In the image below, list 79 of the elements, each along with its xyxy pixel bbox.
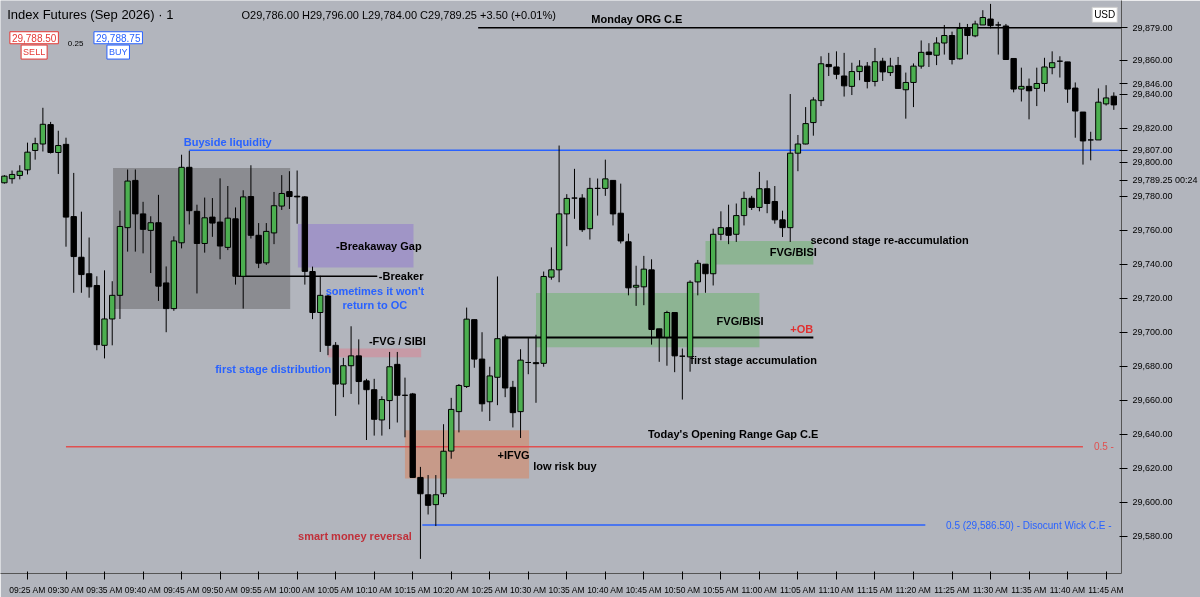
annotation: -Breaker <box>378 270 425 283</box>
x-tick-label: 11:15 AM <box>857 584 893 595</box>
annotation: FVG/BISI <box>716 314 764 327</box>
y-tick-label: 29,580.00 <box>1132 531 1173 542</box>
x-tick-label: 11:25 AM <box>934 584 970 595</box>
x-tick-label: 11:30 AM <box>972 584 1008 595</box>
annotation: 0.5 - <box>1093 441 1114 453</box>
candlestick <box>571 168 578 220</box>
y-tick-label: 29,720.00 <box>1132 293 1173 304</box>
candlestick <box>833 50 840 80</box>
y-tick-label: 29,860.00 <box>1132 55 1173 66</box>
annotation: 29,788.75 <box>95 32 141 44</box>
x-tick-label: 09:25 AM <box>9 584 46 595</box>
y-tick-label: 29,600.00 <box>1132 497 1173 508</box>
x-tick-label: 11:40 AM <box>1049 584 1086 595</box>
annotation: smart money reversal <box>298 529 412 542</box>
x-tick-label: 10:15 AM <box>394 584 431 595</box>
text: Index Futures (Sep 2026) · 1 <box>7 7 174 23</box>
y-tick-label: 29,680.00 <box>1132 361 1173 372</box>
x-tick-label: 10:05 AM <box>317 584 354 595</box>
candlestick <box>1087 131 1094 161</box>
annotation: SELL <box>23 47 46 58</box>
x-tick-label: 11:45 AM <box>1088 584 1124 595</box>
annotation: Monday ORG C.E <box>591 13 683 26</box>
x-tick-label: 10:35 AM <box>548 584 585 595</box>
y-tick-label: 29,760.00 <box>1132 225 1173 236</box>
annotation: second stage re-accumulation <box>810 234 970 247</box>
annotation: sometimes it won't <box>325 285 425 298</box>
x-tick-label: 10:20 AM <box>433 584 469 595</box>
y-tick-label: 29,700.00 <box>1132 327 1173 338</box>
x-tick-label: 09:50 AM <box>201 584 238 595</box>
x-tick-label: 09:45 AM <box>163 584 200 595</box>
x-tick-label: 10:00 AM <box>278 584 315 595</box>
x-tick-label: 11:05 AM <box>780 584 816 595</box>
x-tick-label: 09:30 AM <box>47 584 84 595</box>
annotation: -Breakaway Gap <box>336 239 422 252</box>
x-tick-label: 10:30 AM <box>510 584 546 595</box>
y-tick-label: 29,840.00 <box>1132 89 1173 100</box>
x-tick-label: 11:10 AM <box>818 584 854 595</box>
annotation: low risk buy <box>533 459 598 472</box>
x-tick-label: 10:55 AM <box>702 584 739 595</box>
annotation: return to OC <box>342 298 408 311</box>
annotation: 29,788.50 <box>11 32 57 44</box>
y-tick-label: 29,846.00 <box>1132 78 1173 89</box>
x-tick-label: 10:50 AM <box>664 584 701 595</box>
x-tick-label: 09:35 AM <box>86 584 123 595</box>
x-tick-label: 10:45 AM <box>625 584 662 595</box>
y-tick-label: 29,660.00 <box>1132 395 1173 406</box>
annotation: 0.25 <box>67 38 84 48</box>
y-tick-label: 29,780.00 <box>1132 191 1173 202</box>
y-tick-label: 29,640.00 <box>1132 429 1173 440</box>
y-tick-label: 29,807.00 <box>1132 145 1173 156</box>
annotation: first stage distribution <box>215 362 332 375</box>
y-tick-label: 29,879.00 <box>1132 22 1173 33</box>
annotation: +OB <box>790 322 814 335</box>
annotation: 0.5 (29,586.50) - Disocunt Wick C.E - <box>946 519 1112 531</box>
y-tick-label: 29,789.25 00:24 <box>1132 175 1198 186</box>
y-tick-label: 29,740.00 <box>1132 259 1173 270</box>
x-tick-label: 10:40 AM <box>587 584 624 595</box>
x-tick-label: 09:40 AM <box>124 584 161 595</box>
candlestick <box>24 142 31 175</box>
candlestick <box>840 52 848 98</box>
x-tick-label: 11:00 AM <box>741 584 777 595</box>
y-tick-label: 29,800.00 <box>1132 157 1173 168</box>
annotation: FVG/BISI <box>769 245 817 258</box>
text: O29,786.00 H29,796.00 L29,784.00 C29,789.25 +3.50 (+0.01%) <box>241 8 556 21</box>
annotation: -FVG / SIBI <box>368 334 426 347</box>
annotation: USD <box>1094 9 1116 21</box>
x-tick-label: 10:25 AM <box>471 584 508 595</box>
y-tick-label: 29,820.00 <box>1132 123 1173 134</box>
x-tick-label: 11:35 AM <box>1011 584 1047 595</box>
annotation: Buyside liquidity <box>183 135 273 148</box>
annotation: Today's Opening Range Gap C.E <box>647 428 819 441</box>
annotation: BUY <box>108 47 128 58</box>
x-tick-label: 10:10 AM <box>356 584 392 595</box>
annotation: +IFVG <box>497 448 530 461</box>
y-tick-label: 29,620.00 <box>1132 463 1173 474</box>
x-tick-label: 09:55 AM <box>240 584 277 595</box>
x-tick-label: 11:20 AM <box>895 584 931 595</box>
